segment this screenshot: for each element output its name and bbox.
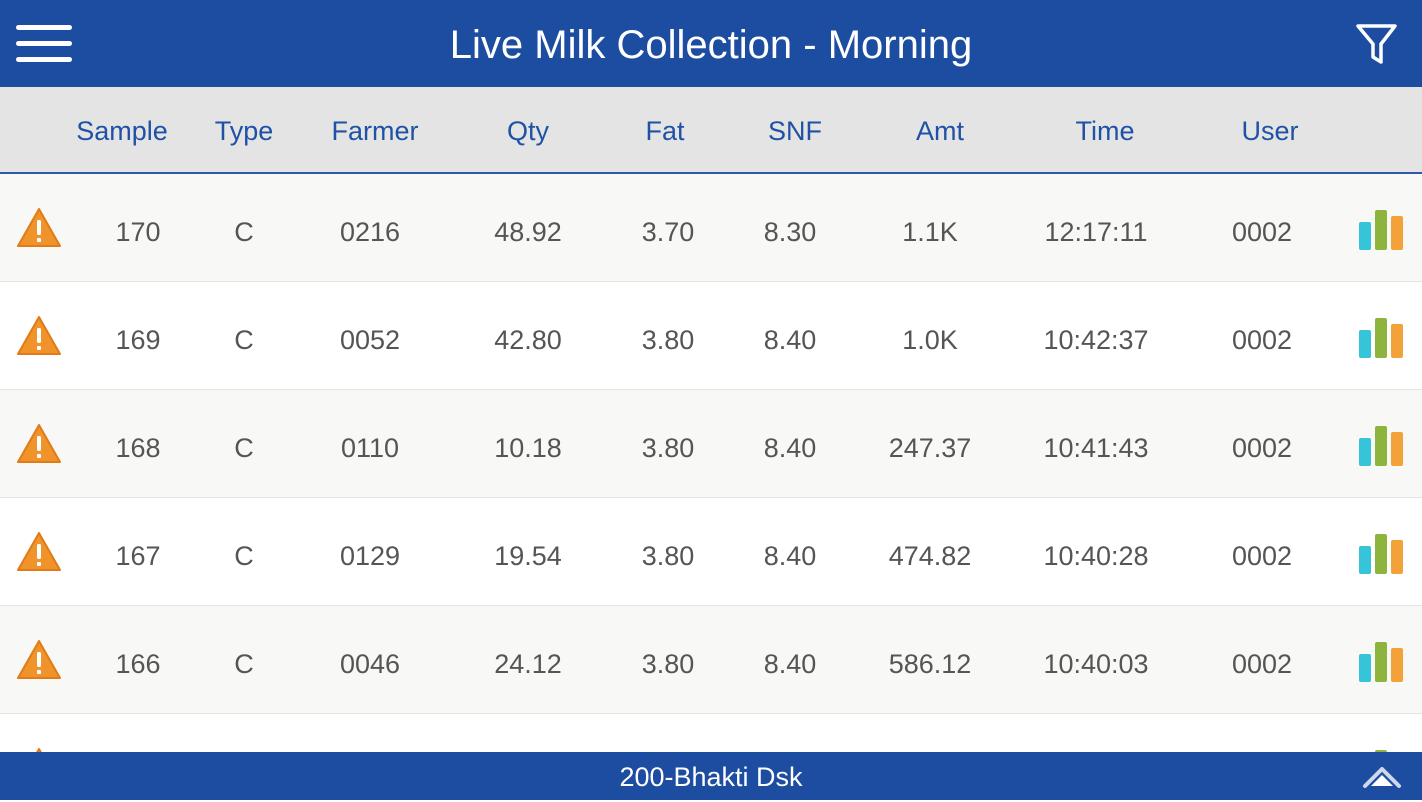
- bottom-bar: 200-Bhakti Dsk: [0, 752, 1422, 800]
- sample-cell: 168: [115, 433, 161, 463]
- user-cell: 0002: [1231, 649, 1293, 679]
- column-header-fat[interactable]: Fat: [645, 116, 685, 146]
- time-cell: 12:17:11: [1044, 217, 1148, 247]
- sample-cell: 167: [115, 541, 161, 571]
- amt-cell: 586.12: [888, 649, 972, 679]
- snf-cell: 8.40: [763, 649, 817, 679]
- column-header-amt[interactable]: Amt: [915, 116, 964, 146]
- snf-cell: 8.30: [763, 217, 817, 247]
- sample-cell: 166: [115, 649, 161, 679]
- qty-cell: 19.54: [494, 541, 562, 571]
- bar-chart-icon[interactable]: [1357, 532, 1407, 576]
- farmer-cell: 0110: [340, 433, 400, 463]
- fat-cell: 3.70: [641, 217, 695, 247]
- collection-list[interactable]: 170 C 0216 48.92 3.70 8.30 1.1K 12:17:11…: [0, 174, 1422, 752]
- warning-icon[interactable]: [16, 315, 62, 357]
- type-cell: C: [234, 325, 254, 355]
- bar-chart-icon[interactable]: [1357, 640, 1407, 684]
- sample-cell: 169: [115, 325, 161, 355]
- amt-cell: 474.82: [888, 541, 972, 571]
- bar-chart-icon[interactable]: [1357, 424, 1407, 468]
- snf-cell: 8.40: [763, 433, 817, 463]
- bar-chart-icon[interactable]: [1357, 748, 1407, 752]
- warning-icon[interactable]: [16, 639, 62, 681]
- bar-chart-icon[interactable]: [1357, 316, 1407, 360]
- farmer-cell: 0216: [339, 217, 401, 247]
- user-cell: 0002: [1231, 433, 1293, 463]
- user-cell: 0002: [1231, 217, 1293, 247]
- warning-icon[interactable]: [16, 423, 62, 465]
- type-cell: C: [234, 541, 254, 571]
- time-cell: 10:40:28: [1043, 541, 1149, 571]
- app-bar: Live Milk Collection - Morning: [0, 0, 1422, 87]
- time-cell: 10:42:37: [1043, 325, 1149, 355]
- type-cell: C: [234, 649, 254, 679]
- filter-icon[interactable]: [1355, 22, 1399, 66]
- user-cell: 0002: [1231, 325, 1293, 355]
- chevron-up-icon[interactable]: [1362, 764, 1402, 790]
- table-row[interactable]: 169 C 0052 42.80 3.80 8.40 1.0K 10:42:37…: [0, 282, 1422, 390]
- table-row[interactable]: 167 C 0129 19.54 3.80 8.40 474.82 10:40:…: [0, 498, 1422, 606]
- farmer-cell: 0052: [339, 325, 401, 355]
- amt-cell: 247.37: [888, 433, 972, 463]
- table-row[interactable]: 168 C 0110 10.18 3.80 8.40 247.37 10:41:…: [0, 390, 1422, 498]
- warning-icon[interactable]: [16, 531, 62, 573]
- time-cell: 10:40:03: [1043, 649, 1149, 679]
- column-header-farmer[interactable]: Farmer: [331, 116, 419, 146]
- bar-chart-icon[interactable]: [1357, 208, 1407, 252]
- column-header-snf[interactable]: SNF: [768, 116, 822, 146]
- fat-cell: 3.80: [641, 649, 695, 679]
- qty-cell: 24.12: [494, 649, 562, 679]
- type-cell: C: [234, 217, 254, 247]
- center-name-label: 200-Bhakti Dsk: [619, 762, 803, 792]
- hamburger-menu-icon[interactable]: [14, 22, 74, 66]
- snf-cell: 8.40: [763, 541, 817, 571]
- warning-icon[interactable]: [16, 207, 62, 249]
- column-header-type[interactable]: Type: [214, 116, 274, 146]
- snf-cell: 8.40: [763, 325, 817, 355]
- qty-cell: 48.92: [494, 217, 562, 247]
- sample-cell: 170: [115, 217, 161, 247]
- table-row[interactable]: 170 C 0216 48.92 3.70 8.30 1.1K 12:17:11…: [0, 174, 1422, 282]
- page-title: Live Milk Collection - Morning: [449, 23, 973, 67]
- amt-cell: 1.1K: [902, 217, 958, 247]
- fat-cell: 3.80: [641, 433, 695, 463]
- type-cell: C: [234, 433, 254, 463]
- column-header-time[interactable]: Time: [1075, 116, 1135, 146]
- fat-cell: 3.80: [641, 541, 695, 571]
- table-row[interactable]: [0, 714, 1422, 752]
- column-header-user[interactable]: User: [1241, 116, 1299, 146]
- qty-cell: 42.80: [494, 325, 562, 355]
- table-row[interactable]: 166 C 0046 24.12 3.80 8.40 586.12 10:40:…: [0, 606, 1422, 714]
- user-cell: 0002: [1231, 541, 1293, 571]
- warning-icon[interactable]: [16, 747, 62, 752]
- table-header: Sample Type Farmer Qty Fat SNF Amt Time …: [0, 87, 1422, 174]
- farmer-cell: 0129: [339, 541, 401, 571]
- amt-cell: 1.0K: [902, 325, 958, 355]
- column-header-qty[interactable]: Qty: [506, 116, 549, 146]
- column-header-sample[interactable]: Sample: [76, 116, 168, 146]
- fat-cell: 3.80: [641, 325, 695, 355]
- farmer-cell: 0046: [339, 649, 401, 679]
- time-cell: 10:41:43: [1043, 433, 1149, 463]
- qty-cell: 10.18: [494, 433, 562, 463]
